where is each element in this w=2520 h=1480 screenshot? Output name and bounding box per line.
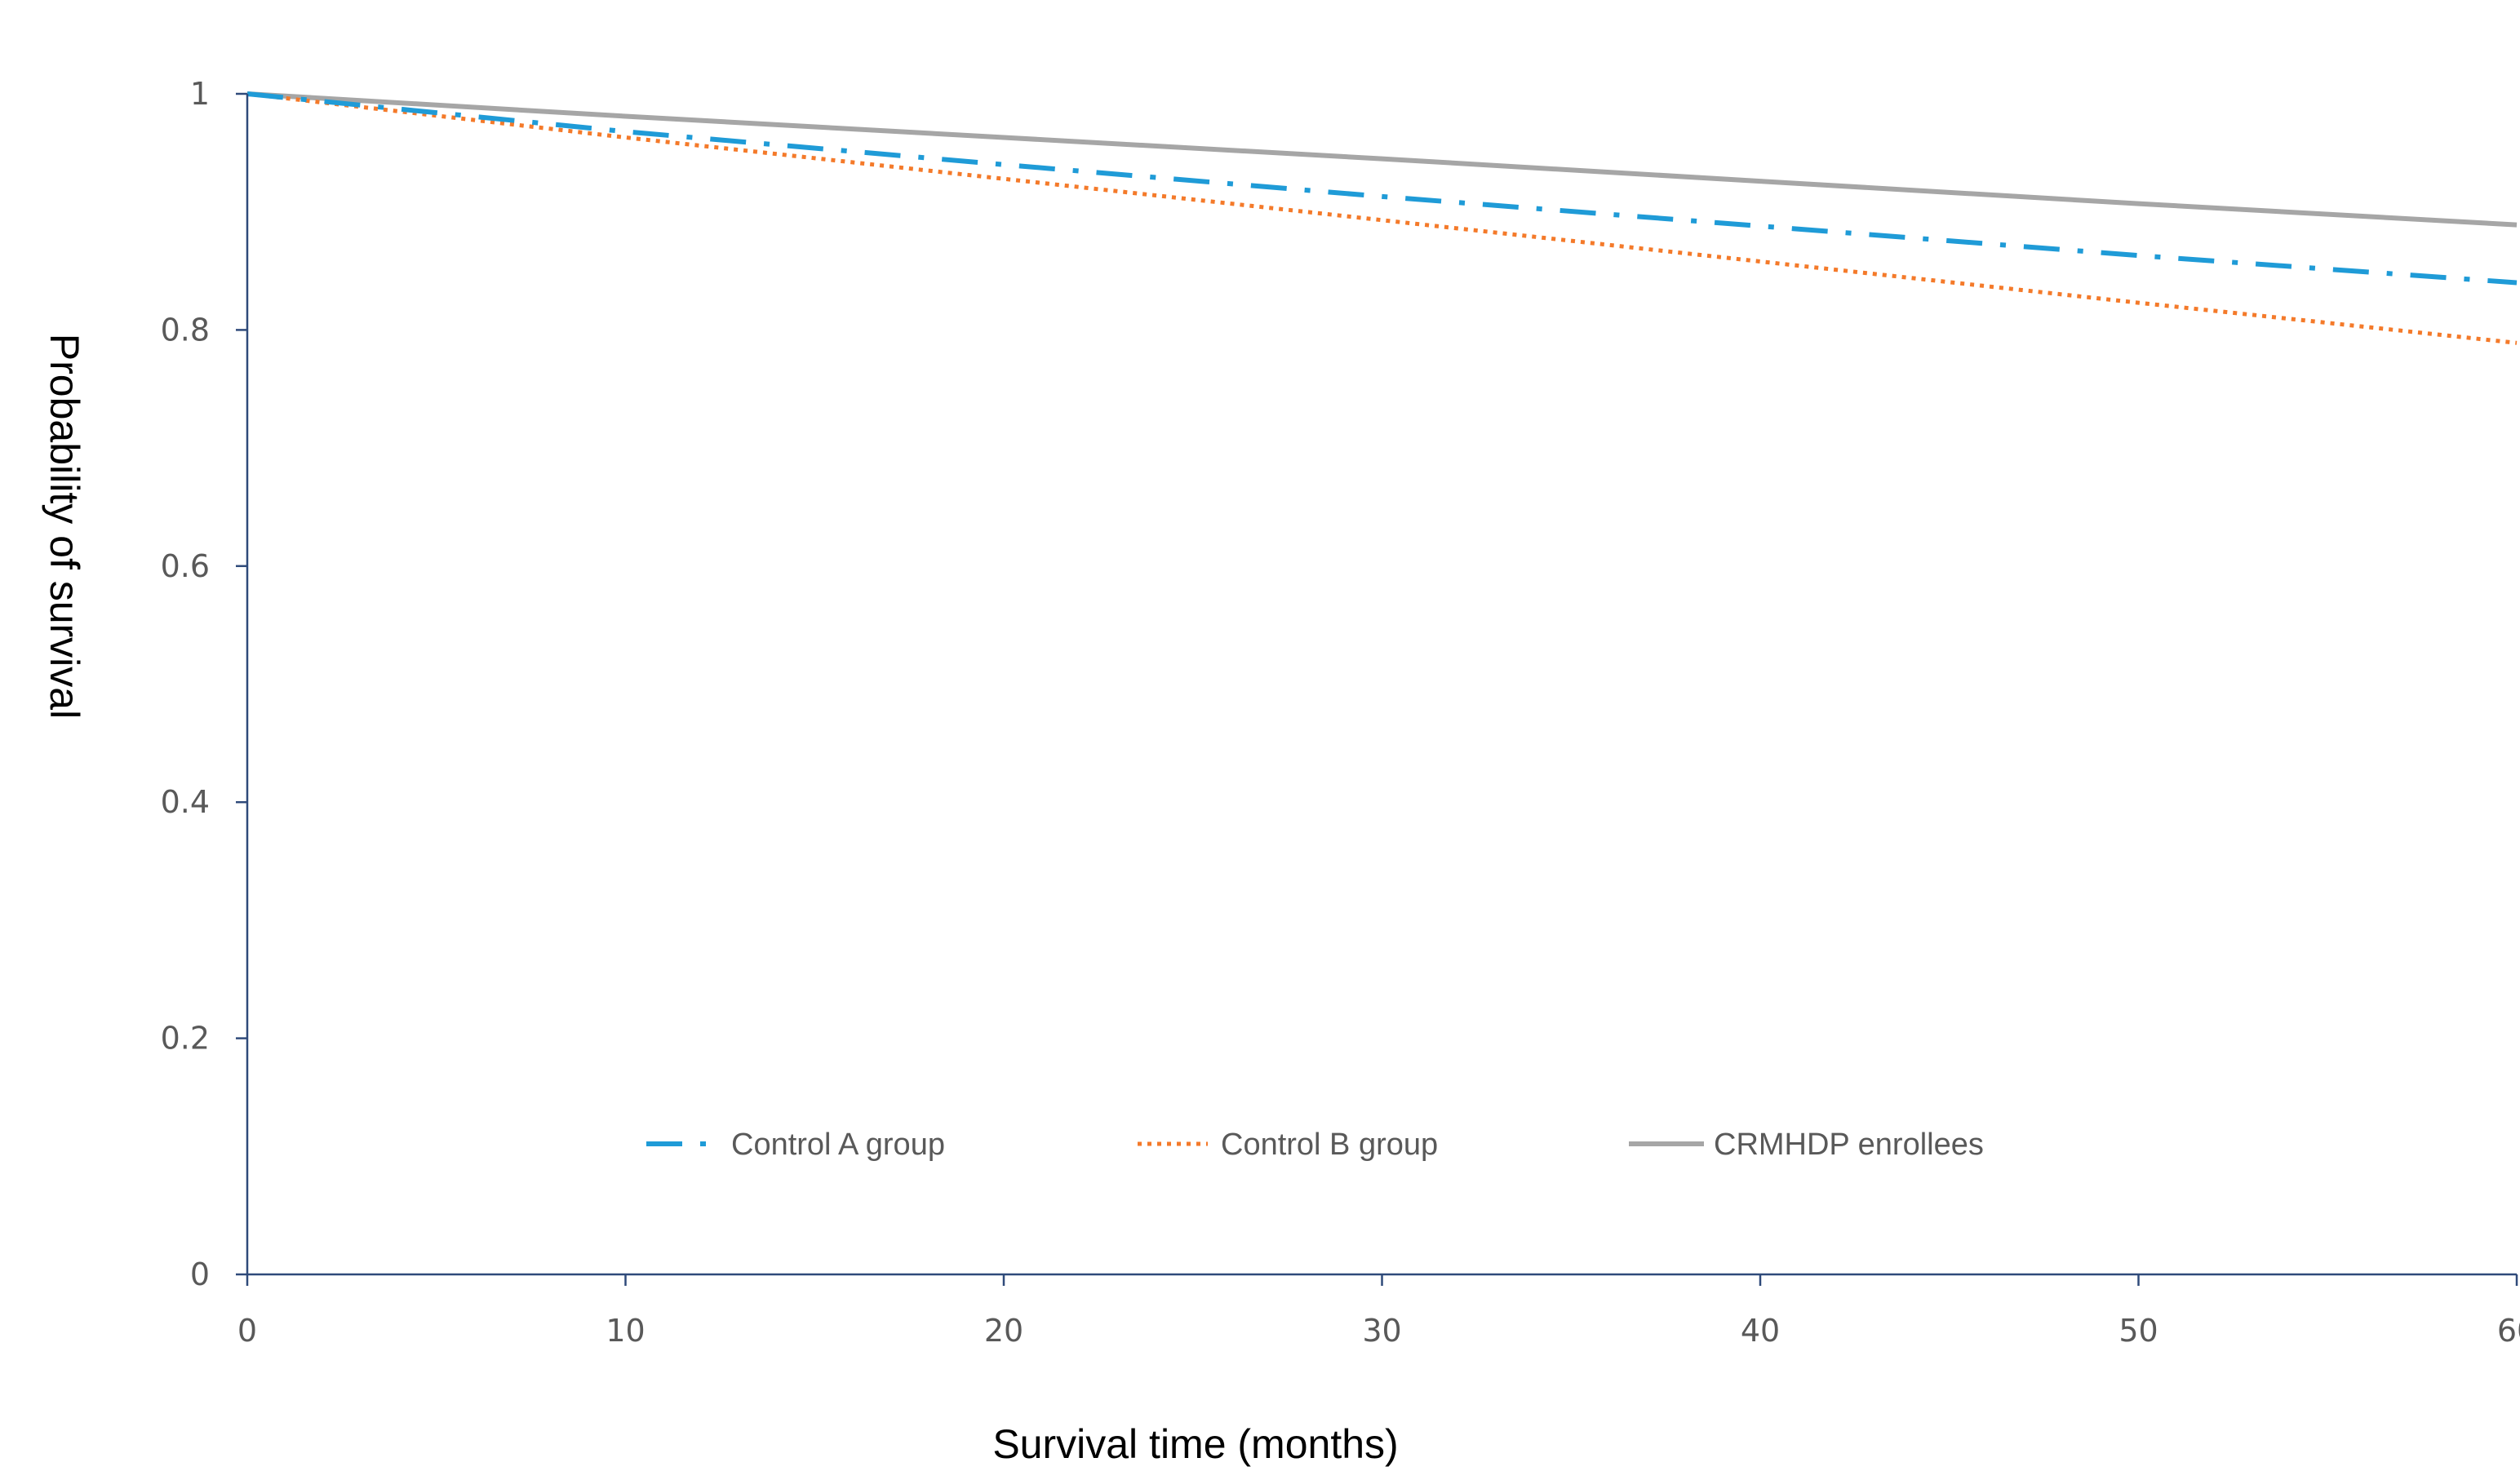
y-tick-label: 0.4 — [161, 784, 210, 820]
x-tick-label: 20 — [984, 1313, 1023, 1349]
y-tick-label: 0.6 — [161, 548, 210, 584]
x-tick-label: 50 — [2118, 1313, 2158, 1349]
x-tick-label: 30 — [1362, 1313, 1401, 1349]
x-tick-label: 60 — [2497, 1313, 2520, 1349]
y-tick-label: 0 — [190, 1256, 210, 1292]
series-line-control-a-group — [246, 91, 2518, 286]
legend-label: Control A group — [731, 1128, 945, 1162]
series-lines — [246, 91, 2518, 345]
legend-item: Control B group — [1138, 1128, 1438, 1162]
legend: Control A group Control B group CRMHDP enr… — [646, 1128, 1984, 1162]
legend-item: CRMHDP enrollees — [1629, 1128, 1984, 1162]
y-tick-label: 1 — [190, 76, 210, 112]
series-line-control-b-group — [246, 91, 2518, 345]
tick-labels: 00.20.40.60.810102030405060 — [161, 76, 2520, 1349]
y-tick-label: 0.2 — [161, 1021, 210, 1057]
axes — [236, 92, 2518, 1286]
x-tick-label: 40 — [1741, 1313, 1780, 1349]
legend-label: CRMHDP enrollees — [1714, 1128, 1984, 1162]
legend-label: Control B group — [1221, 1128, 1438, 1162]
x-tick-label: 0 — [237, 1313, 257, 1349]
x-axis-title: Survival time (months) — [992, 1421, 1398, 1467]
x-tick-label: 10 — [606, 1313, 645, 1349]
legend-item: Control A group — [646, 1128, 945, 1162]
y-axis-title: Probability of survival — [42, 334, 87, 719]
series-line-crmhdp-enrollees — [246, 91, 2518, 228]
y-tick-label: 0.8 — [161, 312, 210, 348]
